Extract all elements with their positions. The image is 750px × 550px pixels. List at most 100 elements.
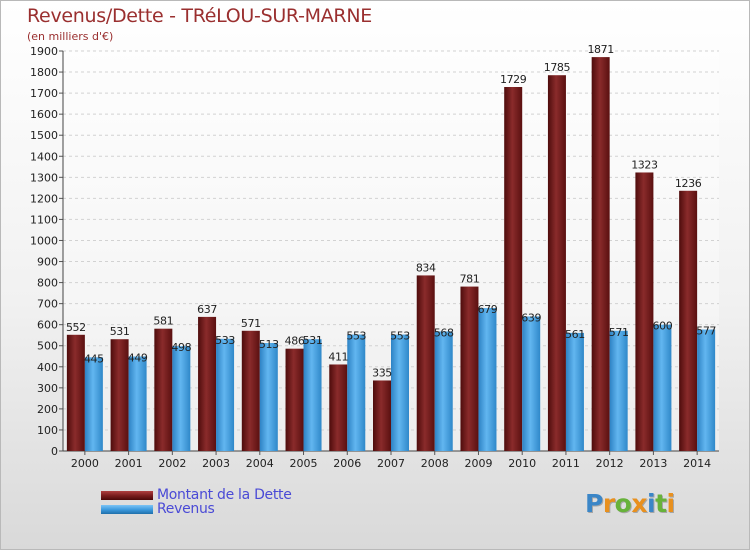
bar-revenue xyxy=(653,324,672,451)
data-label-revenue: 449 xyxy=(128,351,148,364)
legend-swatch-revenue xyxy=(101,505,153,514)
data-label-debt: 335 xyxy=(372,366,392,379)
legend-label-revenue: Revenus xyxy=(157,501,215,517)
legend-label-debt: Montant de la Dette xyxy=(157,487,292,503)
bar-debt xyxy=(373,380,391,451)
bar-revenue xyxy=(609,330,628,451)
bar-revenue xyxy=(172,346,191,451)
y-tick-label: 300 xyxy=(37,382,58,395)
y-tick-label: 1800 xyxy=(30,66,58,79)
bar-revenue xyxy=(84,357,103,451)
data-label-debt: 531 xyxy=(110,325,130,338)
data-label-revenue: 513 xyxy=(259,338,279,351)
bar-debt xyxy=(198,316,217,451)
bar-debt xyxy=(66,334,85,451)
data-label-debt: 637 xyxy=(197,303,217,316)
x-tick-label: 2002 xyxy=(158,457,186,470)
x-tick-label: 2006 xyxy=(333,457,361,470)
legend-swatch-debt xyxy=(101,491,153,500)
bar-debt xyxy=(460,286,479,451)
x-tick-label: 2013 xyxy=(639,457,667,470)
data-label-revenue: 531 xyxy=(303,334,323,347)
data-label-debt: 781 xyxy=(460,273,480,286)
x-tick-label: 2009 xyxy=(464,457,492,470)
bar-debt xyxy=(110,339,129,451)
bar-revenue xyxy=(478,308,497,451)
y-tick-label: 1400 xyxy=(30,150,58,163)
bar-debt xyxy=(504,87,523,451)
x-tick-label: 2004 xyxy=(246,457,274,470)
y-tick-label: 1300 xyxy=(30,171,58,184)
bar-debt xyxy=(154,328,173,451)
y-tick-label: 800 xyxy=(37,277,58,290)
y-tick-label: 100 xyxy=(37,424,58,437)
data-label-revenue: 577 xyxy=(696,325,716,338)
y-tick-label: 1000 xyxy=(30,234,58,247)
x-tick-label: 2008 xyxy=(421,457,449,470)
data-label-revenue: 533 xyxy=(215,334,235,347)
x-tick-label: 2012 xyxy=(596,457,624,470)
logo-letter: r xyxy=(602,489,615,518)
chart-subtitle: (en milliers d'€) xyxy=(27,30,114,43)
data-label-revenue: 679 xyxy=(478,303,498,316)
bar-revenue xyxy=(697,329,716,451)
y-tick-label: 900 xyxy=(37,256,58,269)
data-label-revenue: 600 xyxy=(653,320,673,333)
y-tick-label: 1100 xyxy=(30,213,58,226)
data-label-debt: 552 xyxy=(66,321,86,334)
bar-revenue xyxy=(434,331,453,451)
logo-letter: o xyxy=(614,489,632,518)
data-label-revenue: 498 xyxy=(171,341,191,354)
y-tick-label: 1700 xyxy=(30,87,58,100)
data-label-revenue: 553 xyxy=(390,330,410,343)
bar-revenue xyxy=(522,316,541,451)
data-label-revenue: 568 xyxy=(434,326,454,339)
data-label-debt: 1729 xyxy=(500,73,527,86)
bar-debt xyxy=(416,275,435,451)
y-tick-label: 0 xyxy=(51,445,58,458)
logo-letter: x xyxy=(631,489,647,518)
x-tick-label: 2001 xyxy=(115,457,143,470)
bar-debt xyxy=(241,330,260,451)
y-tick-label: 1900 xyxy=(30,45,58,58)
x-tick-label: 2011 xyxy=(552,457,580,470)
data-label-debt: 1323 xyxy=(631,158,658,171)
data-label-debt: 1236 xyxy=(675,177,702,190)
data-label-debt: 411 xyxy=(328,350,348,363)
bar-revenue xyxy=(128,356,147,451)
logo-letter: t xyxy=(655,489,667,518)
x-tick-label: 2003 xyxy=(202,457,230,470)
y-tick-label: 1200 xyxy=(30,192,58,205)
y-tick-label: 700 xyxy=(37,298,58,311)
x-tick-label: 2014 xyxy=(683,457,711,470)
bar-revenue xyxy=(347,334,366,451)
bar-debt xyxy=(679,190,698,451)
x-tick-label: 2000 xyxy=(71,457,99,470)
y-tick-label: 500 xyxy=(37,340,58,353)
proxiti-logo: Proxiti xyxy=(585,489,675,518)
bar-debt xyxy=(547,75,566,452)
bar-revenue xyxy=(303,339,322,451)
data-label-revenue: 571 xyxy=(609,326,629,339)
data-label-revenue: 553 xyxy=(346,330,366,343)
bar-revenue xyxy=(565,332,584,451)
logo-letter: i xyxy=(666,489,676,518)
y-tick-label: 600 xyxy=(37,319,58,332)
bar-debt xyxy=(285,348,304,451)
data-label-revenue: 561 xyxy=(565,328,585,341)
bar-revenue xyxy=(216,338,235,451)
bar-debt xyxy=(591,57,610,452)
data-label-debt: 1871 xyxy=(587,43,613,56)
y-tick-label: 1600 xyxy=(30,108,58,121)
y-tick-label: 1500 xyxy=(30,129,58,142)
data-label-debt: 571 xyxy=(241,317,261,330)
bar-revenue xyxy=(391,334,409,451)
bar-debt xyxy=(635,172,654,451)
logo-letter: i xyxy=(647,489,656,518)
logo-letter: P xyxy=(585,489,603,518)
data-label-debt: 486 xyxy=(285,335,305,348)
data-label-debt: 834 xyxy=(416,261,436,274)
y-tick-label: 400 xyxy=(37,361,58,374)
